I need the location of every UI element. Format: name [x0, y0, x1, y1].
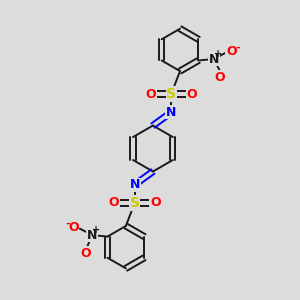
Text: S: S	[166, 87, 176, 101]
Text: N: N	[87, 229, 98, 242]
Text: -: -	[235, 42, 240, 52]
Text: O: O	[145, 88, 156, 100]
Text: -: -	[65, 218, 70, 228]
Text: O: O	[109, 196, 119, 209]
Text: O: O	[215, 71, 226, 84]
Text: O: O	[80, 247, 91, 260]
Text: N: N	[208, 52, 219, 65]
Text: +: +	[92, 225, 100, 235]
Text: O: O	[68, 220, 79, 234]
Text: O: O	[226, 45, 237, 58]
Text: +: +	[214, 49, 222, 59]
Text: N: N	[130, 178, 140, 191]
Text: O: O	[150, 196, 160, 209]
Text: O: O	[187, 88, 197, 100]
Text: N: N	[166, 106, 176, 119]
Text: S: S	[130, 196, 140, 210]
